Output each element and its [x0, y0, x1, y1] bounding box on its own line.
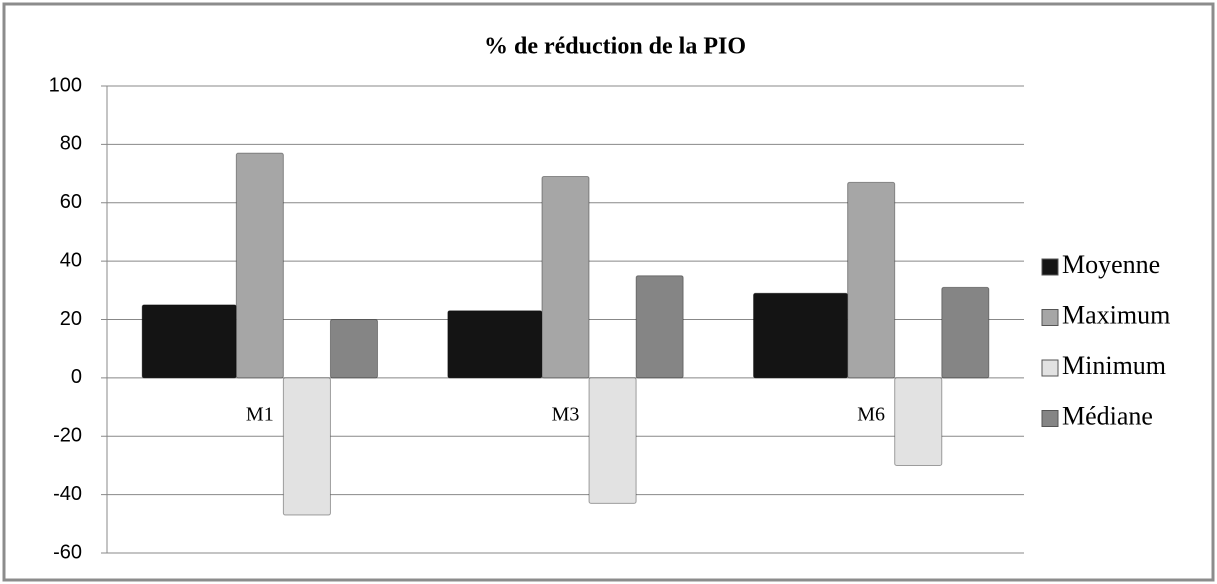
legend-label: Maximum: [1062, 300, 1170, 329]
bar: [847, 181, 896, 379]
x-tick-label: M6: [857, 403, 885, 425]
bar: [329, 319, 379, 379]
chart-title: % de réduction de la PIO: [484, 34, 746, 60]
legend-marker: [1041, 309, 1059, 326]
y-tick-label: 60: [60, 191, 82, 213]
bar: [894, 377, 943, 466]
bar: [635, 275, 684, 379]
legend-label: Minimum: [1062, 351, 1166, 380]
y-tick-label: -20: [53, 425, 82, 447]
bar: [541, 175, 590, 379]
legend-label: Médiane: [1062, 401, 1153, 430]
y-tick-label: -60: [53, 541, 82, 563]
legend-marker: [1041, 410, 1059, 427]
bar: [588, 377, 637, 504]
bar: [282, 377, 331, 516]
x-tick-label: M1: [246, 403, 274, 425]
legend-marker: [1041, 258, 1059, 276]
bar: [235, 152, 284, 379]
y-tick-label: 20: [60, 308, 82, 330]
legend-marker: [1041, 359, 1059, 377]
bar: [141, 304, 237, 379]
y-tick-label: 80: [60, 133, 82, 155]
x-tick-label: M3: [552, 403, 580, 425]
y-tick-label: 100: [49, 74, 82, 96]
y-tick-label: -40: [53, 483, 82, 505]
bar: [752, 292, 849, 379]
bar: [941, 286, 990, 379]
y-tick-label: 40: [60, 249, 82, 271]
legend-label: Moyenne: [1062, 250, 1160, 279]
bar: [447, 310, 543, 379]
y-tick-label: 0: [71, 366, 82, 388]
